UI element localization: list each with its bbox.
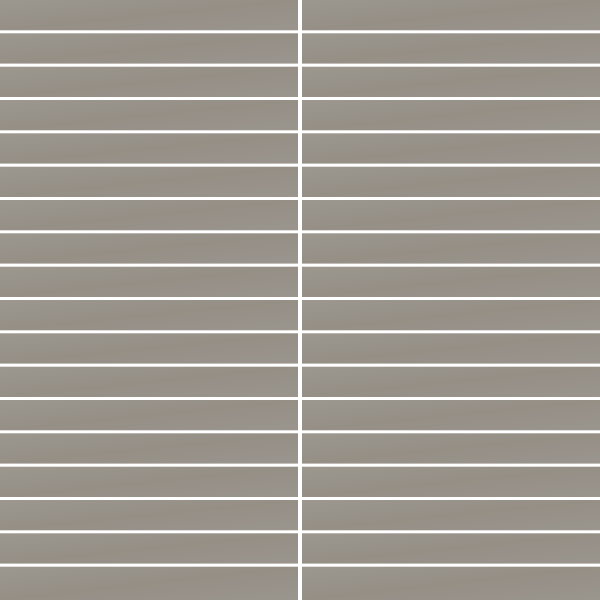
tile [302,433,600,464]
tile [0,300,298,331]
tile [302,400,600,431]
tile [0,233,298,264]
tile [0,266,298,297]
tile [0,366,298,397]
tile [0,500,298,531]
tile [302,166,600,197]
tile [0,0,298,31]
tile [0,100,298,131]
tile [0,133,298,164]
tile [0,200,298,231]
tile [0,433,298,464]
tile [302,366,600,397]
tile [0,566,298,600]
tile [302,300,600,331]
tile [302,33,600,64]
tile [302,0,600,31]
tile [302,66,600,97]
tile [302,333,600,364]
tile [302,466,600,497]
tile [0,533,298,564]
tile [302,566,600,600]
tile [302,200,600,231]
tile [302,100,600,131]
tile [302,233,600,264]
tile [0,400,298,431]
tile [302,133,600,164]
tile [302,533,600,564]
tile [302,266,600,297]
tile [302,500,600,531]
tile [0,33,298,64]
tile [0,166,298,197]
tile [0,66,298,97]
tile [0,333,298,364]
tile [0,466,298,497]
